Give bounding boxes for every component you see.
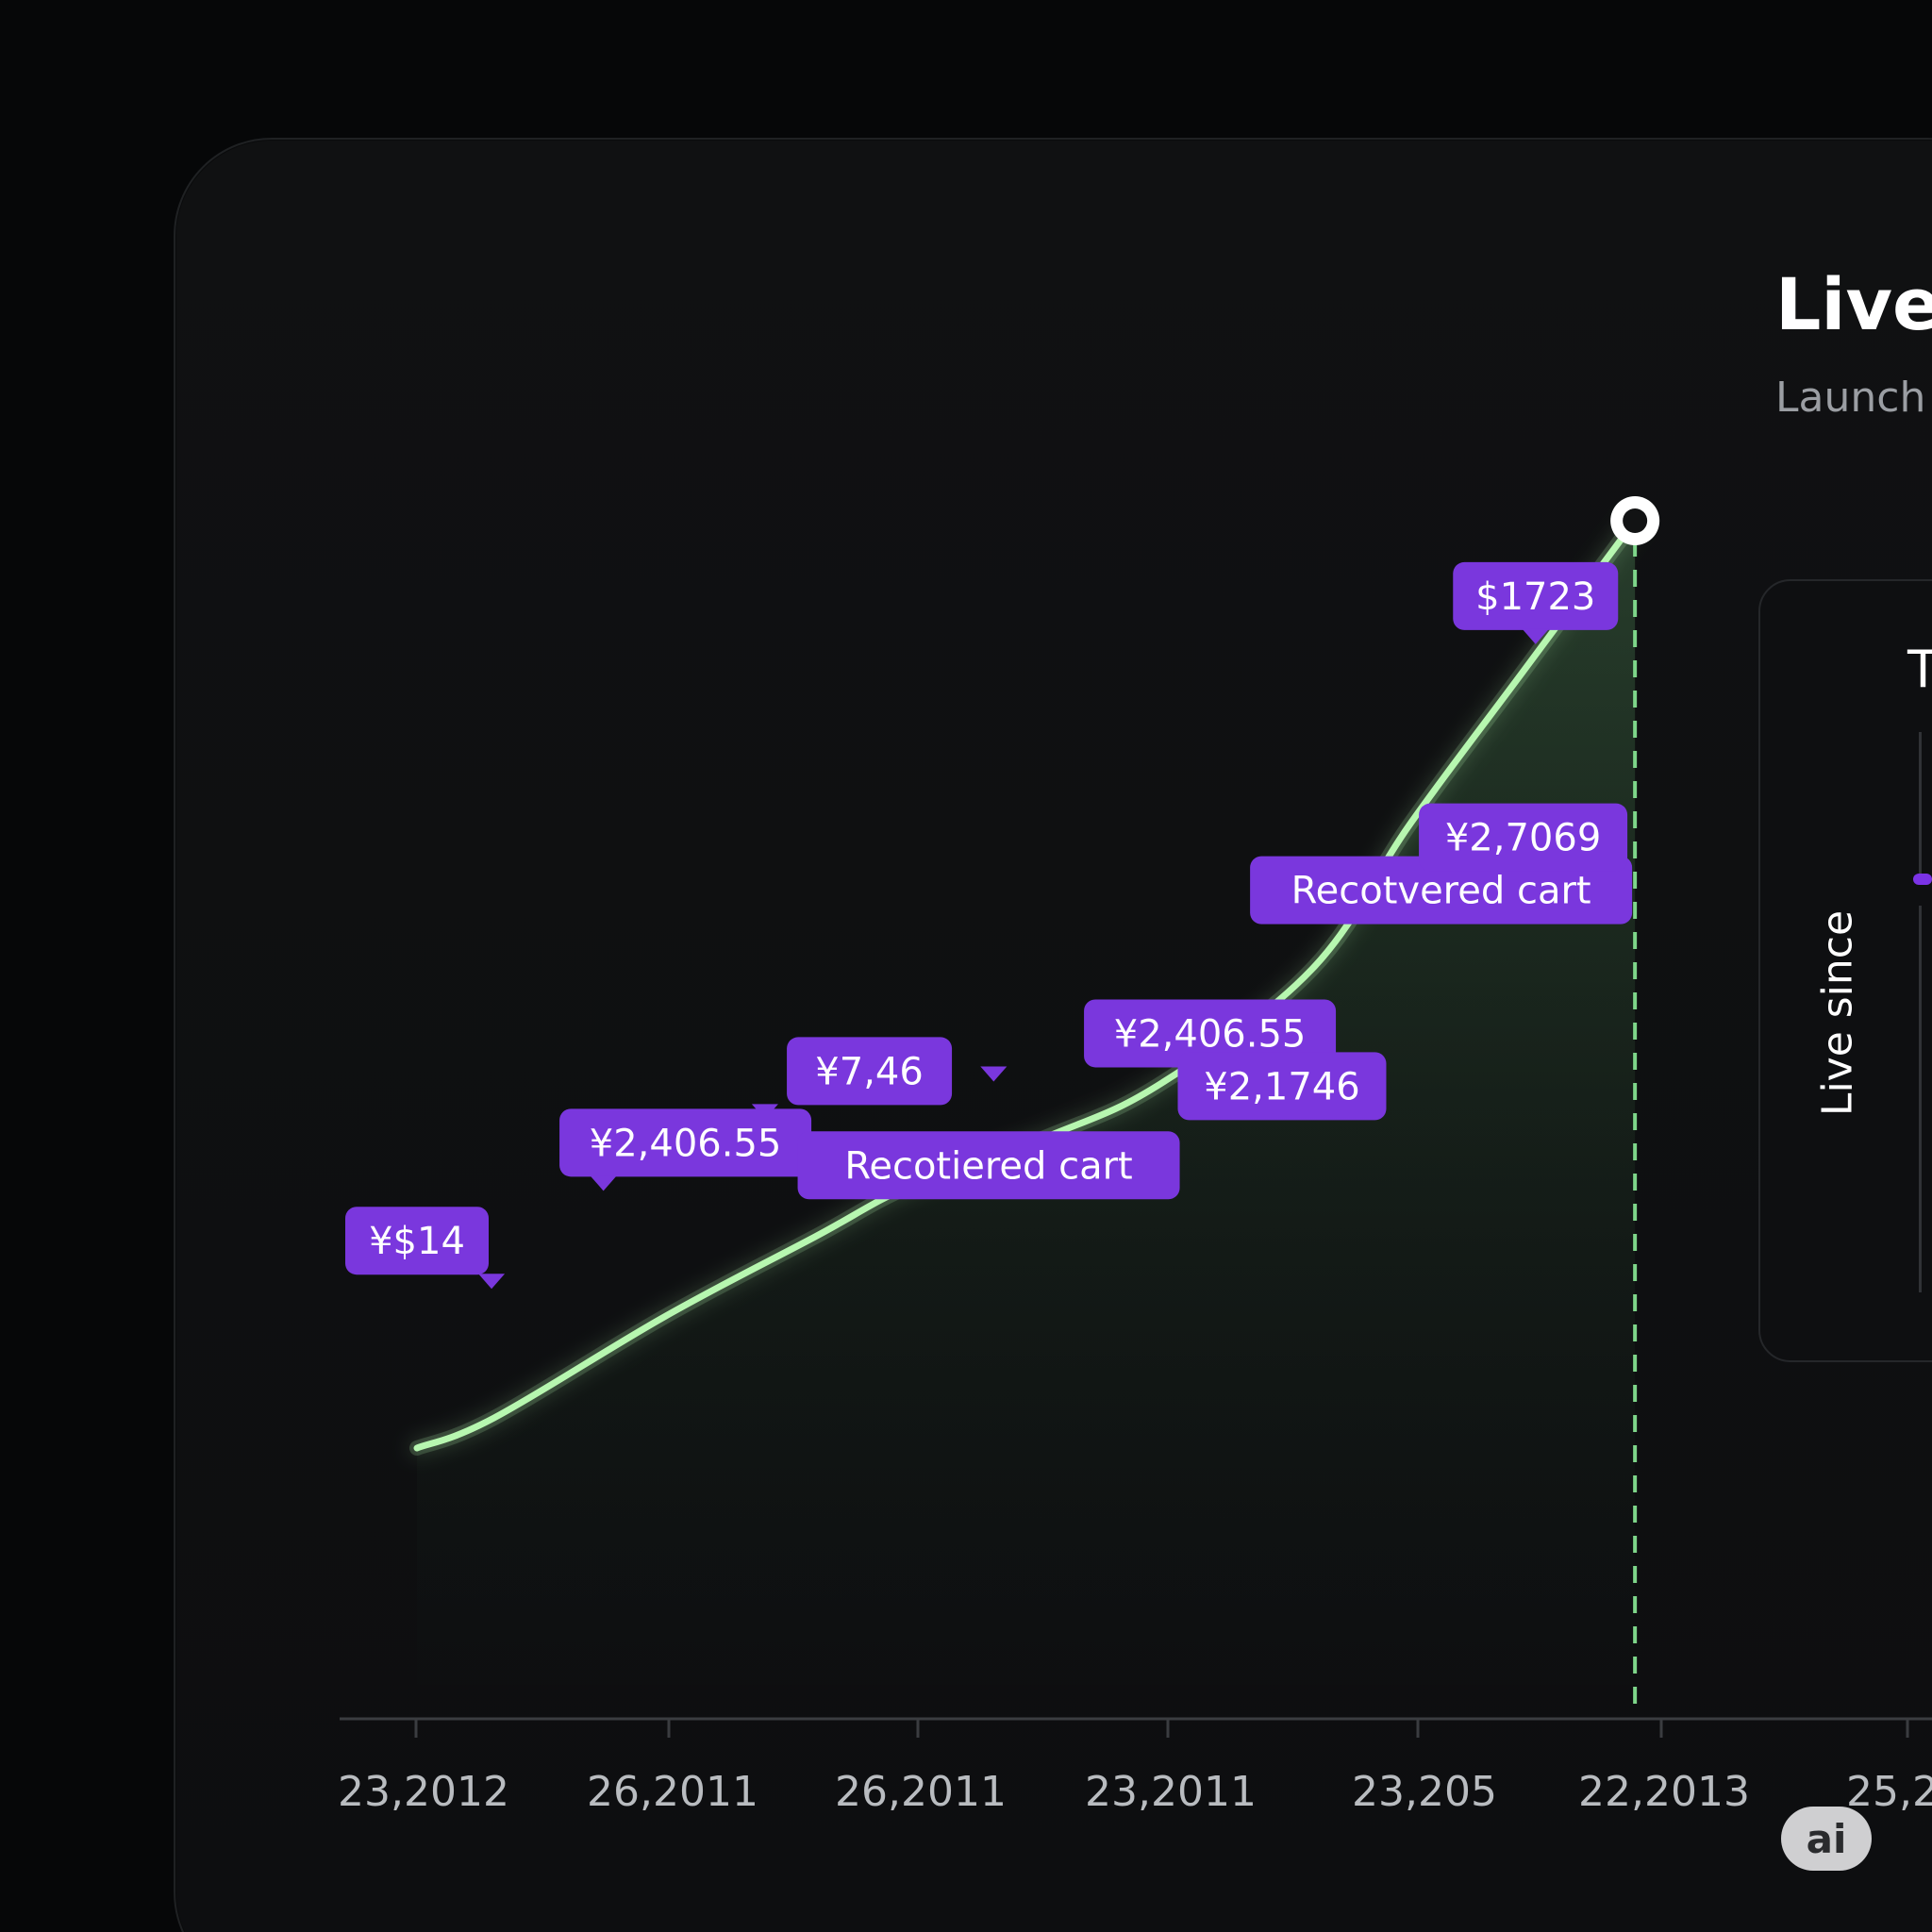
annotation-tag-bg (1453, 561, 1619, 630)
annotation-tag: ¥2,1746 (1177, 1052, 1387, 1121)
annotation-tag-label: ¥$14 (369, 1220, 465, 1263)
annotation-tag-pointer (478, 1274, 506, 1290)
annotation-tag: $1723 (1453, 561, 1619, 644)
x-tick-label: 22,2013 (1578, 1768, 1750, 1816)
annotation-tag: ¥2,406.55 (980, 999, 1337, 1082)
side-panel (1758, 579, 1932, 1362)
annotation-tag-label: ¥2,1746 (1204, 1065, 1359, 1108)
annotation-tag-bg (559, 1108, 812, 1177)
side-panel-heading: T (1907, 640, 1932, 699)
annotation-tag-bg (1177, 1052, 1387, 1121)
chart-subtitle: Launch (1775, 374, 1926, 422)
x-tick-label: 26,2011 (835, 1768, 1007, 1816)
annotation-tag: Recotvered cart (1250, 856, 1633, 924)
annotation-tag-bg (1084, 999, 1337, 1068)
x-tick-label: 23,205 (1352, 1768, 1497, 1816)
annotation-tag-bg (1250, 856, 1633, 924)
area-fill (417, 521, 1636, 1698)
annotation-tag-pointer (980, 1066, 1008, 1082)
annotation-tag-label: Recotiered cart (844, 1144, 1132, 1188)
annotation-tag-label: Recotvered cart (1291, 870, 1591, 913)
annotation-tag: Recotiered cart (797, 1131, 1180, 1200)
x-tick-label: 23,2011 (1085, 1768, 1257, 1816)
annotation-tag-label: ¥7,46 (815, 1050, 924, 1093)
x-tick-label: 25,20 (1846, 1768, 1932, 1816)
annotation-tag: ¥7,46 (751, 1037, 953, 1120)
annotation-tag: ¥2,7069 (1419, 803, 1628, 872)
annotation-tag-label: ¥2,406.55 (590, 1122, 782, 1165)
annotation-tag-bg (797, 1131, 1180, 1200)
annotation-tag-pointer (590, 1175, 617, 1191)
annotation-tag-label: ¥2,406.55 (1114, 1012, 1307, 1056)
annotation-tag-label: ¥2,7069 (1445, 817, 1601, 860)
x-tick-label: 26,2011 (587, 1768, 758, 1816)
side-panel-rotated-label: Live since (1813, 909, 1862, 1117)
annotation-tag-pointer (1522, 628, 1549, 644)
side-panel-track-bottom (1919, 906, 1922, 1292)
side-panel-indicator[interactable] (1913, 874, 1932, 885)
series-line (413, 517, 1639, 1452)
side-panel-track-top (1919, 732, 1922, 874)
chart-title: Live (1775, 262, 1932, 346)
annotation-tag-bg (787, 1037, 953, 1106)
ai-badge[interactable]: ai (1781, 1807, 1872, 1871)
x-tick-label: 23,2012 (338, 1768, 509, 1816)
annotation-tag: ¥2,406.55 (559, 1108, 812, 1191)
annotation-tag-bg (345, 1207, 489, 1275)
end-marker-inner (1623, 508, 1648, 533)
annotation-tag-pointer (751, 1104, 778, 1120)
annotation-tag-bg (1419, 803, 1628, 872)
annotation-tag: ¥$14 (345, 1207, 506, 1290)
annotation-tag-label: $1723 (1475, 575, 1595, 619)
